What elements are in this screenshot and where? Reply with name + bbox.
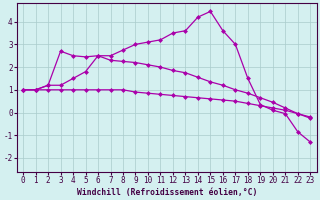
X-axis label: Windchill (Refroidissement éolien,°C): Windchill (Refroidissement éolien,°C) (76, 188, 257, 197)
